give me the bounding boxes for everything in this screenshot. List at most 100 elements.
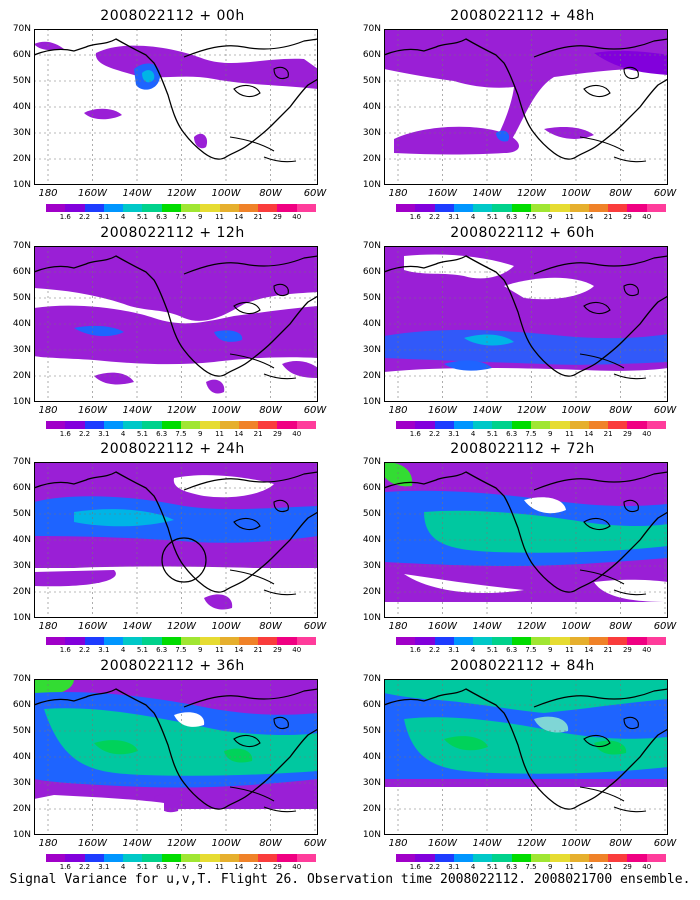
colorbar-swatch (588, 637, 609, 645)
colorbar-swatch (142, 854, 162, 862)
colorbar-swatch (434, 421, 454, 429)
colorbar-label: 14 (584, 430, 594, 438)
colorbar-swatch (434, 637, 454, 645)
colorbar-label: 21 (603, 213, 613, 221)
colorbar-label: 21 (253, 213, 263, 221)
colorbar-label: 40 (642, 430, 652, 438)
colorbar-swatch (473, 204, 493, 212)
colorbar-swatch (473, 637, 493, 645)
map-panel: 2008022112 + 00h 70N 60N 50N 40N 30N 20N 10N 180… (0, 8, 345, 223)
colorbar-swatch (492, 204, 512, 212)
lat-tick-label: 70N (362, 457, 381, 467)
colorbar-swatch (511, 204, 531, 212)
colorbar-label: 4 (120, 430, 126, 438)
colorbar-swatch (65, 204, 85, 212)
colorbar-label: 11 (215, 863, 225, 871)
colorbar-label: 6.3 (506, 430, 518, 438)
colorbar-swatch (84, 421, 104, 429)
colorbar-label: 21 (603, 646, 613, 654)
colorbar-swatch (123, 204, 143, 212)
colorbar-label: 1.6 (409, 213, 421, 221)
lon-tick-label: 80W (259, 405, 282, 416)
colorbar-label: 1.6 (59, 863, 71, 871)
colorbar-swatch (550, 204, 570, 212)
colorbar-swatch (646, 637, 666, 645)
lat-tick-label: 50N (362, 726, 381, 736)
colorbar-label: 5.1 (486, 430, 498, 438)
colorbar-label: 11 (215, 213, 225, 221)
lon-tick-label: 80W (609, 621, 632, 632)
colorbar-label: 21 (603, 430, 613, 438)
colorbar-label: 7.5 (175, 430, 187, 438)
lon-tick-label: 180 (38, 405, 58, 416)
colorbar-label: 2.2 (78, 863, 91, 871)
colorbar-label: 4 (470, 863, 476, 871)
colorbar-label: 1.6 (59, 646, 71, 654)
colorbar-label: 3.1 (448, 213, 460, 221)
colorbar-swatch (415, 421, 435, 429)
colorbar-label: 29 (272, 863, 282, 871)
colorbar-swatch (65, 421, 85, 429)
lon-tick-label: 100W (561, 621, 591, 632)
colorbar-swatch (238, 204, 259, 212)
colorbar-swatch (277, 421, 297, 429)
colorbar-swatch (46, 421, 66, 429)
lon-tick-label: 120W (517, 188, 546, 199)
panel-title: 2008022112 + 84h (450, 658, 595, 674)
figure-caption: Signal Variance for u,v,T. Flight 26. Ob… (9, 872, 691, 887)
colorbar-label: 40 (642, 646, 652, 654)
lon-tick-label: 140W (122, 188, 152, 199)
colorbar-swatch (415, 204, 435, 212)
colorbar-swatch (238, 854, 259, 862)
colorbar-swatch (569, 637, 589, 645)
colorbar-label: 14 (234, 213, 244, 221)
colorbar-swatch (200, 421, 220, 429)
colorbar-label: 14 (584, 646, 594, 654)
lon-tick-label: 180 (388, 188, 408, 199)
lat-tick-label: 10N (362, 397, 381, 407)
lat-tick-label: 70N (362, 241, 381, 251)
colorbar-swatch (569, 204, 589, 212)
colorbar-label: 11 (565, 646, 575, 654)
lat-tick-label: 30N (12, 778, 31, 788)
lat-tick-label: 30N (12, 561, 31, 571)
colorbar (396, 637, 666, 645)
colorbar-label: 9 (548, 863, 553, 871)
lon-tick-label: 100W (211, 838, 241, 849)
colorbar-label: 29 (622, 863, 632, 871)
lat-tick-label: 10N (12, 180, 31, 190)
colorbar-label: 2.2 (428, 863, 441, 871)
lon-tick-label: 100W (211, 188, 241, 199)
colorbar-label: 9 (548, 213, 553, 221)
lat-tick-label: 40N (362, 752, 381, 762)
colorbar-swatch (530, 421, 551, 429)
lat-tick-label: 70N (12, 24, 31, 34)
colorbar-swatch (646, 421, 666, 429)
colorbar-swatch (627, 421, 647, 429)
lat-tick-label: 40N (12, 752, 31, 762)
lat-tick-label: 20N (362, 154, 381, 164)
panel-title: 2008022112 + 48h (450, 8, 595, 24)
colorbar-label: 11 (565, 213, 575, 221)
colorbar-label: 6.3 (506, 213, 518, 221)
colorbar-swatch (511, 854, 531, 862)
colorbar-swatch (511, 637, 531, 645)
colorbar-swatch (180, 204, 201, 212)
colorbar-swatch (219, 421, 239, 429)
colorbar-swatch (103, 204, 124, 212)
colorbar-label: 11 (565, 430, 575, 438)
variance-shading (384, 462, 668, 618)
colorbar-swatch (238, 421, 259, 429)
colorbar-label: 2.2 (78, 646, 91, 654)
colorbar-label: 29 (622, 213, 632, 221)
colorbar-label: 3.1 (98, 863, 110, 871)
colorbar-label: 2.2 (428, 430, 441, 438)
lat-tick-label: 30N (12, 128, 31, 138)
colorbar-swatch (142, 421, 162, 429)
colorbar-swatch (123, 637, 143, 645)
colorbar-label: 21 (253, 430, 263, 438)
colorbar-label: 4 (120, 863, 126, 871)
colorbar-swatch (200, 854, 220, 862)
lat-tick-label: 20N (12, 154, 31, 164)
map-plot-area (384, 462, 668, 618)
